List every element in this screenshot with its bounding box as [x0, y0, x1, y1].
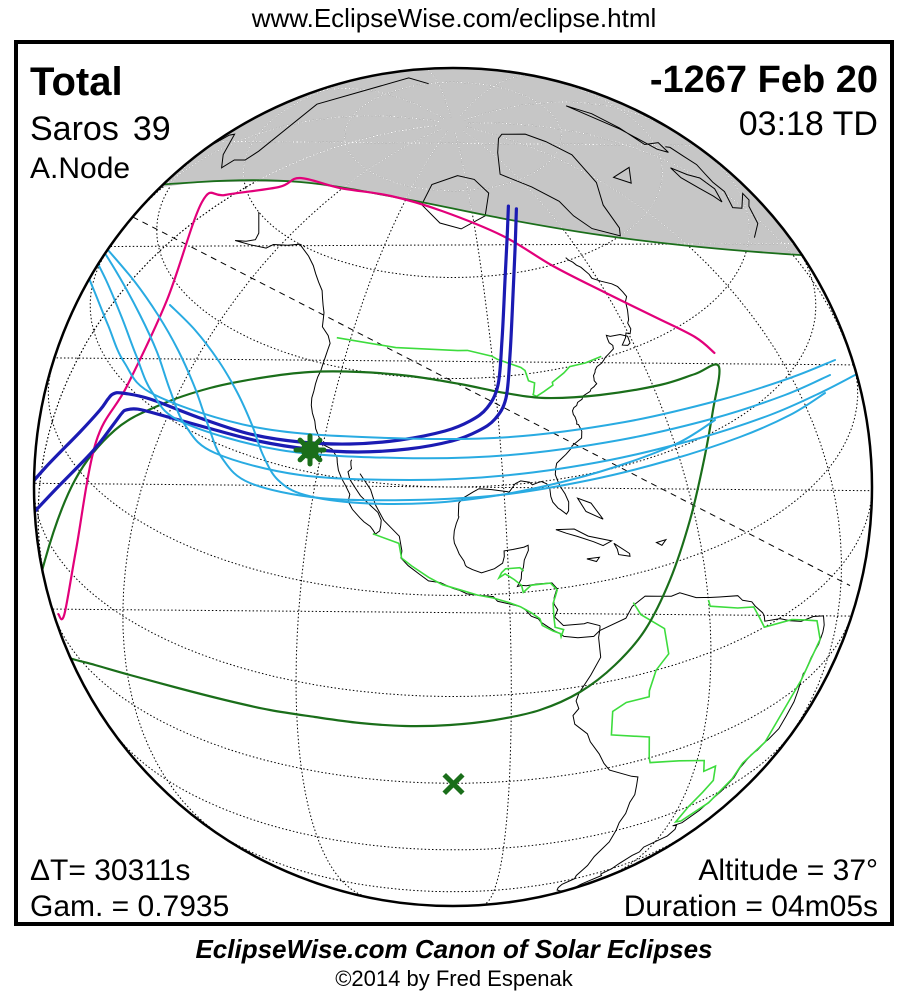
- svg-text:©2014 by Fred Espenak: ©2014 by Fred Espenak: [335, 966, 574, 991]
- svg-text:03:18 TD: 03:18 TD: [739, 105, 878, 143]
- svg-text:Duration = 04m05s: Duration = 04m05s: [624, 890, 878, 923]
- svg-text:Altitude = 37°: Altitude = 37°: [698, 854, 878, 887]
- svg-text:A.Node: A.Node: [30, 152, 130, 185]
- svg-text:Gam. = 0.7935: Gam. = 0.7935: [30, 890, 229, 923]
- svg-text:-1267 Feb 20: -1267 Feb 20: [650, 59, 878, 101]
- svg-text:ΔT= 30311s: ΔT= 30311s: [30, 854, 190, 887]
- svg-text:EclipseWise.com Canon of Solar: EclipseWise.com Canon of Solar Eclipses: [195, 934, 712, 964]
- svg-text:www.EclipseWise.com/eclipse.ht: www.EclipseWise.com/eclipse.html: [251, 3, 657, 33]
- svg-text:Total: Total: [30, 60, 123, 104]
